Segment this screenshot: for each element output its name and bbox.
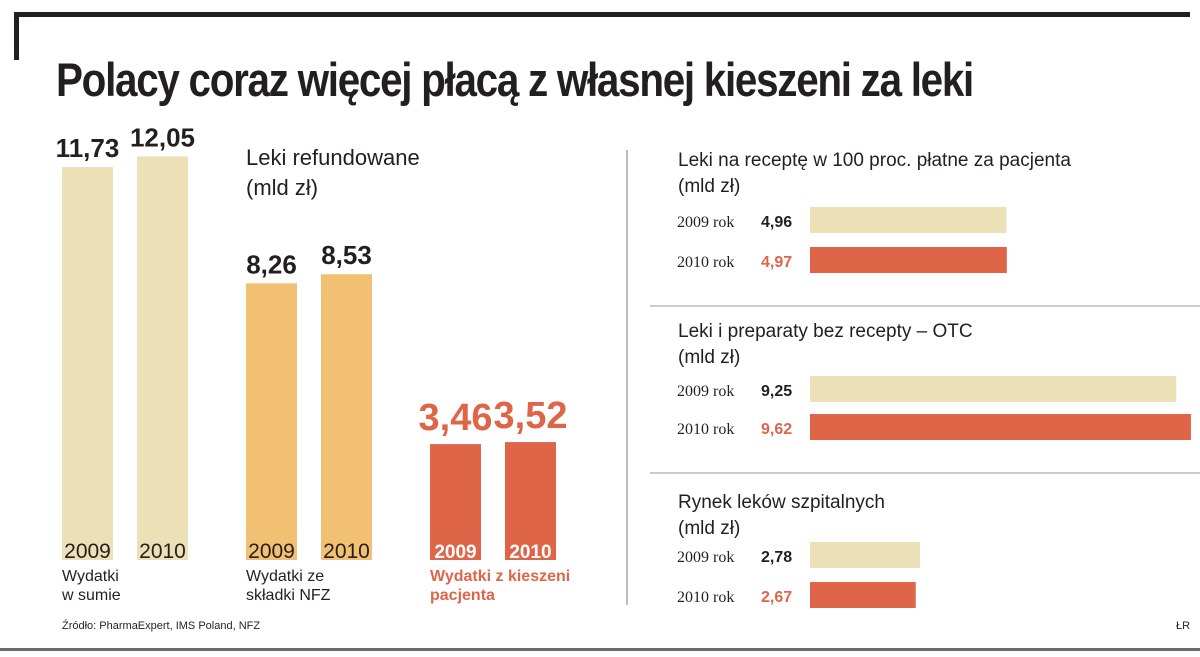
hchart-3-unit: (mld zł) [678, 518, 741, 539]
hbar-1-0 [810, 207, 1007, 233]
value-label: 8,26 [246, 249, 297, 279]
bottom-rule [0, 648, 1200, 651]
page-title: Polacy coraz więcej płacą z własnej kies… [56, 53, 974, 106]
left-chart-title: Leki refundowane [246, 145, 420, 170]
hbar-2-0 [810, 376, 1177, 402]
category-label: 2010 rok [677, 589, 734, 606]
hchart-2-title: Leki i preparaty bez recepty – OTC [678, 321, 973, 342]
hbar-2-1 [810, 414, 1191, 440]
value-label: 11,73 [56, 133, 120, 163]
value-label: 4,97 [761, 254, 792, 271]
value-label: 12,05 [130, 122, 195, 152]
category-label: 2009 rok [677, 549, 734, 566]
value-label: 2,78 [761, 549, 792, 566]
bar-2-2010 [505, 442, 556, 560]
left-rule [14, 12, 19, 60]
hchart-1-title: Leki na receptę w 100 proc. płatne za pa… [678, 150, 1071, 171]
category-label: 2010 rok [677, 254, 734, 271]
bar-1-2010 [321, 274, 372, 560]
left-chart-unit: (mld zł) [246, 175, 319, 200]
year-label: 2009 [248, 540, 295, 563]
category-label: 2009 rok [677, 214, 734, 231]
hbar-3-0 [810, 542, 921, 568]
value-label: 2,67 [761, 589, 792, 606]
credit: ŁR [1176, 620, 1191, 632]
year-label: 2010 [139, 540, 186, 563]
year-label: 2010 [509, 542, 551, 563]
group-label-patient: Wydatki z kieszeni pacjenta [430, 568, 571, 604]
bar-2-2009 [430, 444, 481, 560]
value-label: 3,46 [419, 397, 493, 439]
hbar-1-1 [810, 247, 1007, 273]
category-label: 2009 rok [677, 383, 734, 400]
hbar-3-1 [810, 582, 916, 608]
year-label: 2009 [434, 542, 476, 563]
value-label: 3,52 [494, 395, 568, 437]
value-label: 9,25 [761, 383, 792, 400]
value-label: 8,53 [321, 240, 372, 270]
hchart-2-unit: (mld zł) [678, 347, 741, 368]
bar-0-2010 [137, 156, 188, 560]
year-label: 2009 [64, 540, 111, 563]
category-label: 2010 rok [677, 421, 734, 438]
value-label: 4,96 [761, 214, 792, 231]
source-note: Źródło: PharmaExpert, IMS Poland, NFZ [62, 620, 261, 632]
hchart-1-unit: (mld zł) [678, 176, 741, 197]
hchart-3-title: Rynek leków szpitalnych [678, 492, 885, 513]
top-rule [14, 12, 1190, 17]
bar-0-2009 [62, 167, 113, 561]
value-label: 9,62 [761, 421, 792, 438]
group-label-nfz: Wydatki ze składki NFZ [246, 568, 331, 604]
year-label: 2010 [323, 540, 370, 563]
group-label-total: Wydatki w sumie [62, 568, 121, 604]
bar-1-2009 [246, 283, 297, 560]
